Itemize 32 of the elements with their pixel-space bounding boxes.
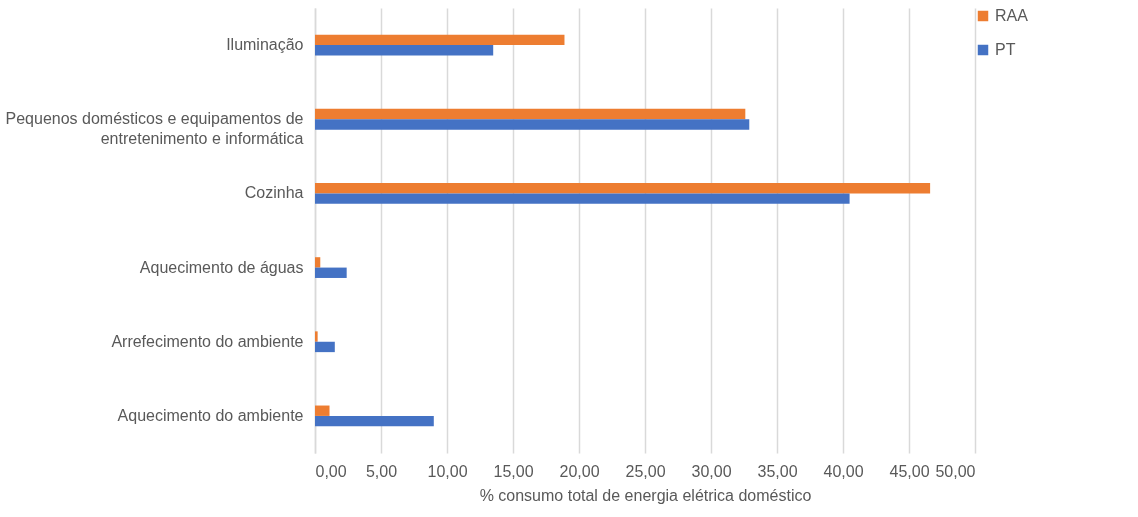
bar (315, 331, 318, 342)
bar (315, 45, 494, 56)
bar (315, 405, 330, 416)
y-tick-label: Aquecimento de águas (139, 258, 304, 276)
x-tick-label: 20,00 (559, 462, 600, 480)
bar (315, 108, 746, 120)
y-tick-label: Arrefecimento do ambiente (111, 332, 304, 350)
bar (315, 341, 335, 353)
x-tick-label: 50,00 (935, 462, 976, 480)
x-tick-label: 30,00 (691, 462, 732, 480)
x-tick-label: 25,00 (625, 462, 666, 480)
x-axis-title: % consumo total de energia elétrica doméstico (479, 486, 812, 504)
bar (315, 183, 931, 194)
bar (315, 119, 750, 130)
bar (315, 193, 850, 204)
bar (315, 257, 321, 268)
x-tick-label: 35,00 (757, 462, 798, 480)
x-tick-label: 15,00 (493, 462, 534, 480)
x-tick-label: 45,00 (889, 462, 930, 480)
bar (315, 34, 565, 46)
bar (315, 267, 347, 278)
x-tick-label: 40,00 (823, 462, 864, 480)
y-tick-label: Cozinha (244, 184, 304, 202)
legend-label: RAA (995, 7, 1029, 24)
x-tick-label: 5,00 (365, 462, 398, 480)
bar (315, 415, 434, 427)
x-tick-label: 10,00 (427, 462, 468, 480)
y-tick-label: Iluminação (226, 36, 304, 54)
legend-label: PT (995, 41, 1016, 58)
x-tick-label: 0,00 (315, 462, 347, 480)
y-tick-label: Pequenos domésticos e equipamentos de entretenimento e informática (5, 110, 304, 148)
y-tick-label: Aquecimento do ambiente (117, 406, 304, 424)
